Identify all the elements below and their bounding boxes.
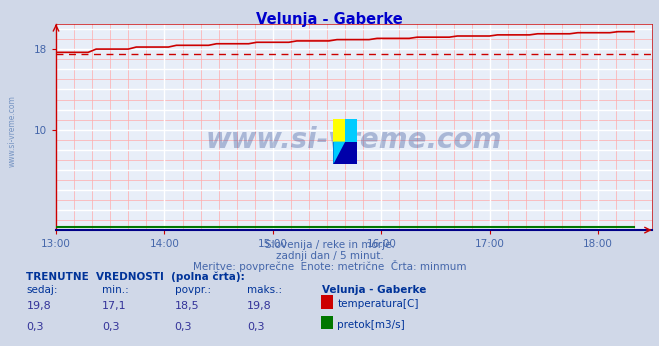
Text: 19,8: 19,8 bbox=[26, 301, 51, 311]
Text: 18,5: 18,5 bbox=[175, 301, 199, 311]
Text: sedaj:: sedaj: bbox=[26, 285, 58, 295]
Polygon shape bbox=[345, 119, 357, 142]
Polygon shape bbox=[333, 142, 357, 164]
Text: zadnji dan / 5 minut.: zadnji dan / 5 minut. bbox=[275, 251, 384, 261]
Text: 0,3: 0,3 bbox=[247, 322, 265, 332]
Text: temperatura[C]: temperatura[C] bbox=[337, 299, 419, 309]
Text: www.si-vreme.com: www.si-vreme.com bbox=[206, 126, 502, 154]
Text: maks.:: maks.: bbox=[247, 285, 282, 295]
Text: povpr.:: povpr.: bbox=[175, 285, 211, 295]
Text: Meritve: povprečne  Enote: metrične  Črta: minmum: Meritve: povprečne Enote: metrične Črta:… bbox=[192, 260, 467, 272]
Text: Velunja - Gaberke: Velunja - Gaberke bbox=[256, 12, 403, 27]
Text: min.:: min.: bbox=[102, 285, 129, 295]
Text: TRENUTNE  VREDNOSTI  (polna črta):: TRENUTNE VREDNOSTI (polna črta): bbox=[26, 272, 245, 282]
Text: 19,8: 19,8 bbox=[247, 301, 272, 311]
Text: pretok[m3/s]: pretok[m3/s] bbox=[337, 320, 405, 330]
Text: www.si-vreme.com: www.si-vreme.com bbox=[8, 95, 17, 167]
Polygon shape bbox=[333, 119, 345, 142]
Text: 17,1: 17,1 bbox=[102, 301, 127, 311]
Text: 0,3: 0,3 bbox=[175, 322, 192, 332]
Text: Velunja - Gaberke: Velunja - Gaberke bbox=[322, 285, 426, 295]
Text: Slovenija / reke in morje.: Slovenija / reke in morje. bbox=[264, 240, 395, 251]
Text: 0,3: 0,3 bbox=[26, 322, 44, 332]
Text: 0,3: 0,3 bbox=[102, 322, 120, 332]
Polygon shape bbox=[333, 142, 345, 164]
